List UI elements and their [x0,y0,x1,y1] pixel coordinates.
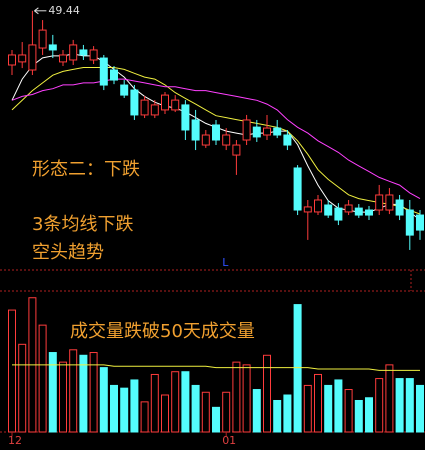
volume-bar [140,401,149,433]
volume-bar [354,399,363,433]
volume-bar [69,349,78,433]
candle-body [69,44,78,61]
annotation: 成交量跌破50天成交量 [70,321,255,342]
volume-bar [303,384,312,433]
candle-body [222,134,231,146]
signal-marker: L [222,256,229,269]
candle-body [38,29,47,49]
volume-bar [99,367,108,433]
volume-bar [191,384,200,433]
candle-body [365,209,373,216]
volume-bar [283,394,292,433]
candle-body [232,144,241,156]
high-marker-label: 49.44 [48,4,80,17]
volume-bar [48,352,57,433]
volume-bar [365,397,373,433]
candle-body [344,204,353,213]
candle-body [252,126,261,138]
x-tick-label: 12 [8,434,22,447]
volume-bar [181,371,190,433]
high-marker-arrowhead [34,7,39,15]
ma-line [11,67,421,215]
volume-bar [324,384,333,433]
volume-bar [273,399,282,433]
volume-bar [293,304,302,433]
candle-body [8,54,16,66]
candle-body [18,54,27,63]
volume-bar [242,364,251,433]
volume-bar [18,343,27,433]
candle-body [191,119,200,141]
candle-body [303,206,312,213]
volume-bar [161,394,169,433]
candle-body [334,207,343,221]
candle-body [140,99,149,116]
candle-body [324,204,333,216]
volume-bar [222,391,231,433]
candle-body [293,167,302,211]
volume-ma-line [12,364,420,371]
candle-body [212,124,220,141]
volume-bar [334,379,343,433]
candle-body [171,99,180,111]
candle-body [161,94,169,111]
candle-body [201,134,210,146]
volume-bar [405,378,414,433]
annotation: 3条均线下跌 [32,214,133,235]
volume-bar [344,389,353,433]
volume-bar [375,378,384,433]
candle-body [283,134,292,146]
candle-body [263,127,271,136]
volume-bar [89,352,98,433]
candle-body [99,57,108,86]
volume-bar [385,364,394,433]
volume-bar [395,378,404,433]
annotation: 空头趋势 [32,242,104,263]
volume-bar [263,354,271,433]
volume-bar [171,371,180,433]
candle-body [110,69,118,81]
candle-body [385,194,394,211]
candle-body [395,199,404,216]
volume-bar [314,373,322,433]
candle-body [89,49,98,61]
volume-bar [201,391,210,433]
annotation: 形态二：下跌 [32,159,140,180]
candle-body [28,44,37,71]
volume-bar [110,384,118,433]
candle-body [242,119,251,141]
volume-bar [212,406,220,433]
volume-bar [8,309,16,433]
x-tick-label: 01 [222,434,236,447]
candle-body [79,49,88,56]
candle-body [48,44,57,51]
candle-body [181,104,190,131]
ma-line [11,78,421,200]
volume-bar [252,389,261,433]
candle-body [354,207,363,216]
candle-body [120,84,129,96]
candle-body [59,54,67,63]
volume-bar [150,373,159,433]
candle-body [375,194,384,211]
candle-body [273,127,282,136]
candle-body [130,89,139,116]
volume-bar [59,361,67,433]
volume-bar [232,361,241,433]
volume-bar [120,387,129,433]
candle-body [416,214,424,231]
candle-body [405,209,414,236]
volume-bar [130,379,139,433]
volume-bar [38,324,47,433]
volume-bar [79,354,88,433]
candle-body [150,104,159,116]
candle-body [314,199,322,213]
volume-bar [416,384,424,433]
